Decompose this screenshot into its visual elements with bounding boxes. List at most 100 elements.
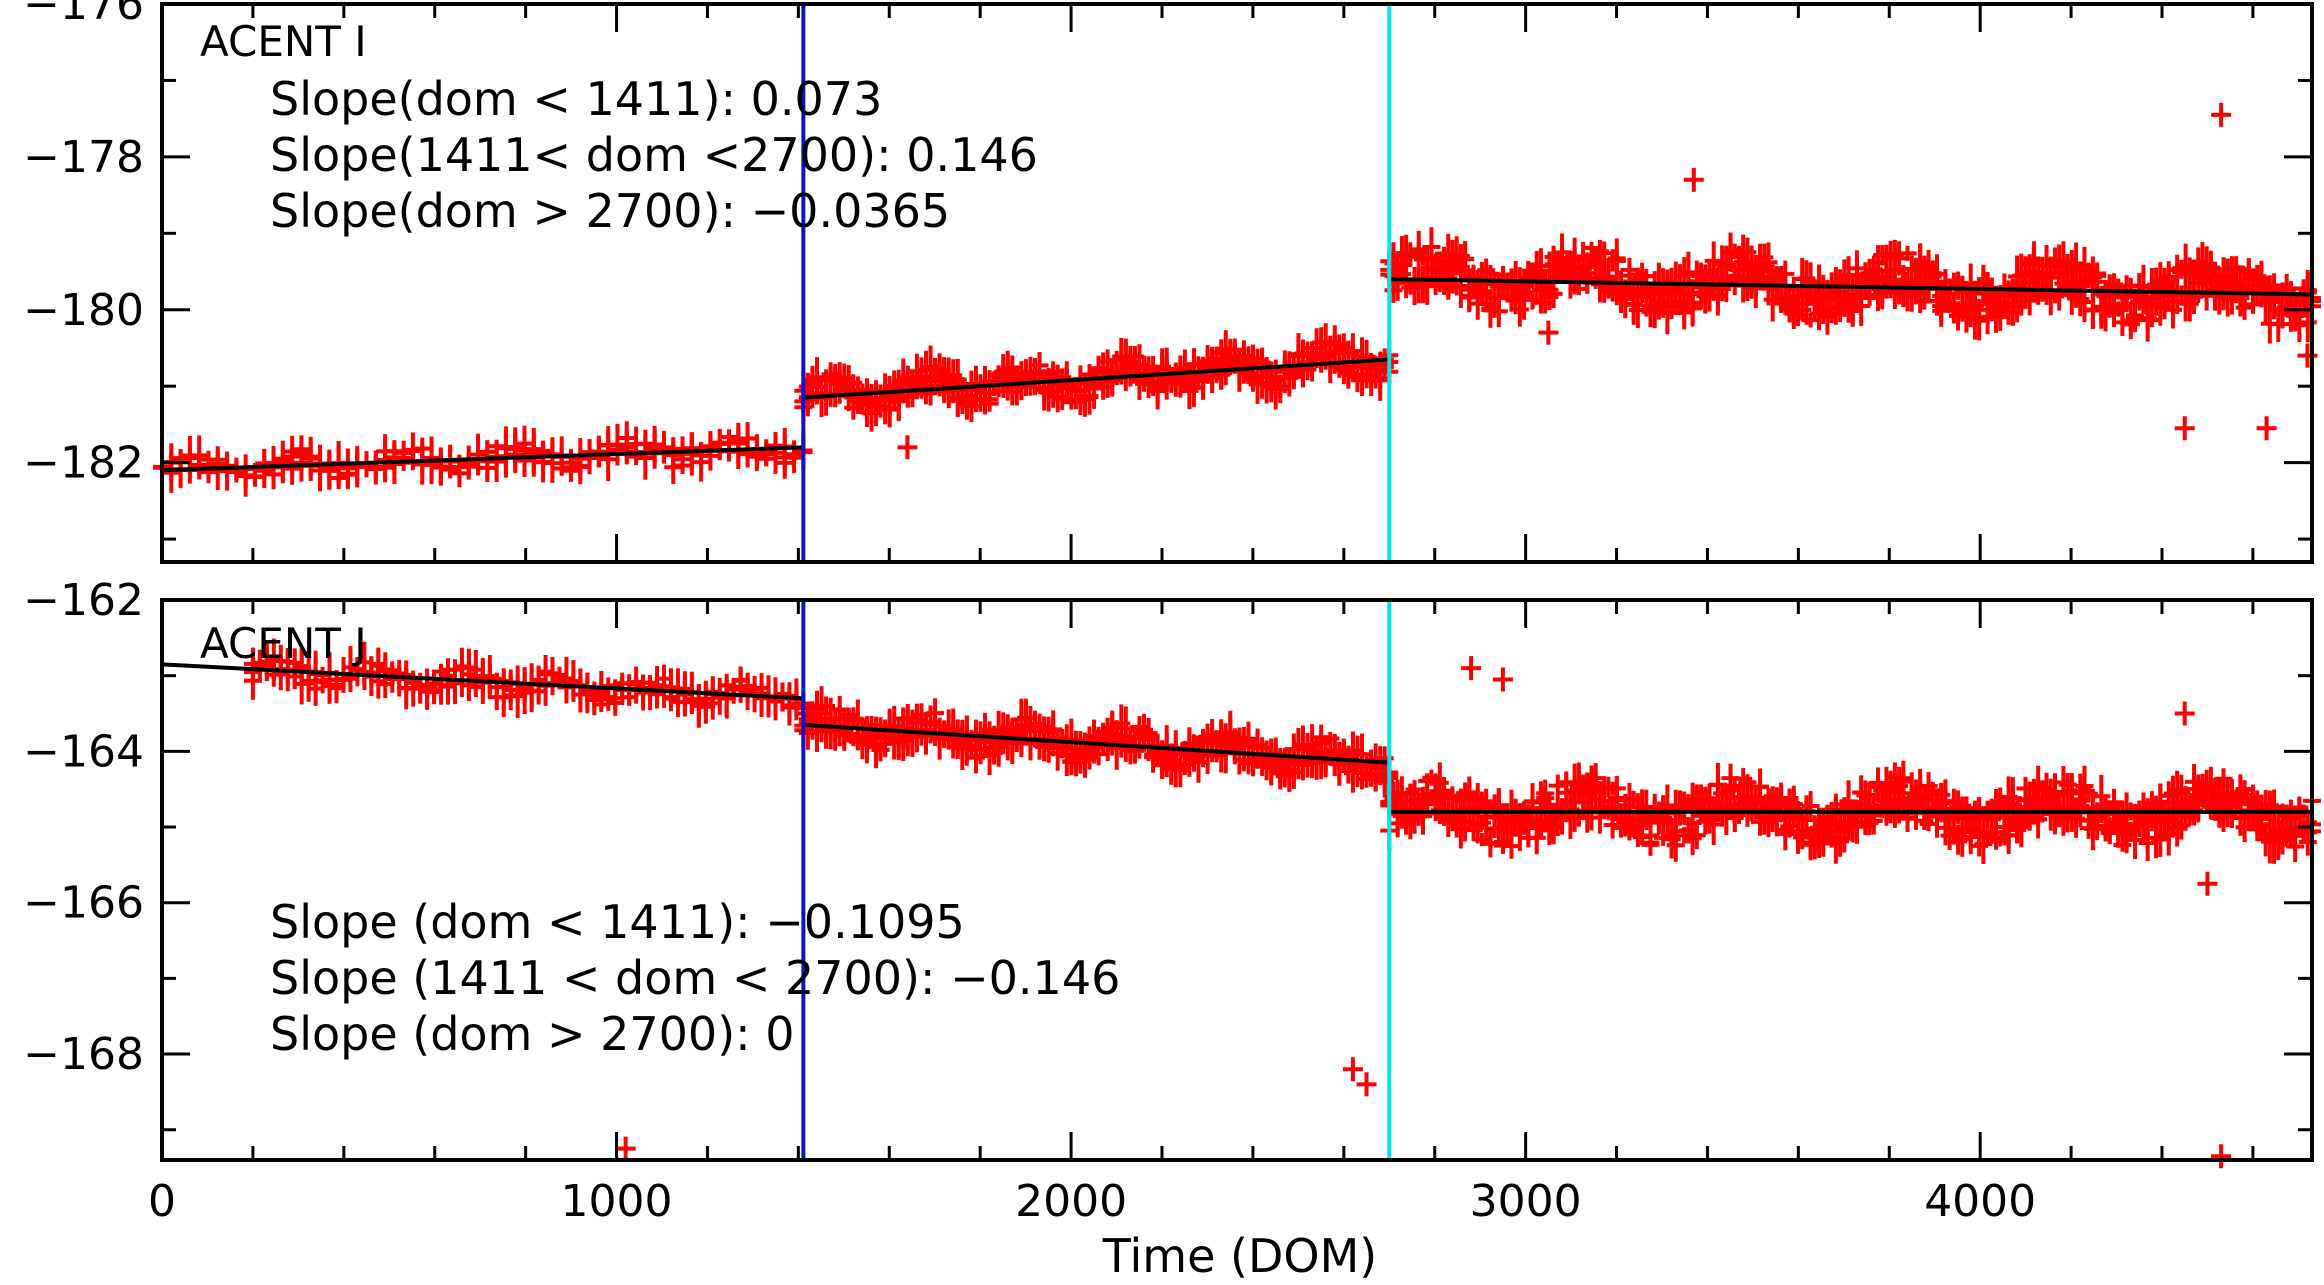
fit-lines [161,662,2312,814]
data-point [320,454,339,481]
data-point [1885,239,1904,272]
data-point [1751,773,1770,800]
data-point [292,435,311,464]
data-point [422,436,441,480]
y-tick-label: −166 [23,878,144,929]
data-point [441,461,460,478]
data-point [2176,243,2195,288]
annotation-line: Slope(1411< dom <2700): 0.146 [270,128,1038,182]
data-point [2088,262,2107,285]
x-tick-labels: 0 1000 2000 3000 4000 [148,1176,2036,1227]
fit-line [161,662,804,701]
data-point [897,435,918,460]
y-tick-label: −164 [23,726,144,777]
fit-line [1389,277,2313,297]
data-point [1439,802,1458,838]
x-tick-label: 4000 [1924,1176,2036,1227]
data-point [980,395,999,412]
data-point [376,440,395,480]
plot-frame [160,2,2314,564]
panel-title: ACENT J [200,619,367,668]
data-point [1637,268,1656,284]
data-point [1538,320,1559,345]
y-tick-label: −162 [23,575,144,626]
data-point [926,698,945,729]
fit-line [803,722,1390,765]
data-point [227,459,246,480]
x-axis-title: Time (DOM) [1102,1229,1377,1283]
y-tick-label: −182 [23,438,144,489]
data-point [190,452,209,478]
data-point [1898,245,1917,261]
annotation-line: Slope(dom > 2700): −0.0365 [270,184,950,238]
data-markers [153,102,2321,497]
axis-ticks [160,2,2312,562]
data-point [1683,167,1704,192]
data-point [2174,701,2195,726]
data-point [617,432,636,461]
data-point [1890,241,1909,276]
data-point [2211,1144,2232,1169]
data-point [1986,814,2005,850]
data-point [431,452,450,482]
data-point [2265,789,2284,825]
data-point [561,459,580,482]
data-point [2075,282,2094,323]
data-point [515,443,534,477]
x-tick-label: 2000 [1015,1176,1127,1227]
data-point [1818,298,1837,335]
data-point [1356,1072,1377,1097]
data-point [1708,770,1727,801]
data-point [1409,230,1428,268]
data-point [2256,416,2277,441]
data-point [2277,273,2296,304]
annotation-line: Slope (dom < 1411): −0.1095 [270,895,965,949]
data-point [2174,416,2195,441]
data-point [1759,242,1778,282]
y-tick-label: −176 [23,0,144,30]
fit-line [161,445,804,473]
slope-annotations: Slope (dom < 1411): −0.1095 Slope (1411 … [270,895,1120,1061]
x-tick-label: 1000 [561,1176,673,1227]
data-point [2151,821,2170,858]
data-point [2126,298,2145,333]
fit-line [803,357,1390,400]
x-tick-label: 0 [148,1176,176,1227]
data-point [608,436,627,464]
data-point [1683,286,1702,324]
y-tick-labels: −168 −166 −164 −162 [23,575,144,1080]
data-point [1801,790,1820,821]
data-point [1687,821,1706,850]
y-tick-label: −168 [23,1029,144,1080]
data-point [180,446,199,471]
y-tick-label: −180 [23,285,144,336]
panel-acent-j: −168 −166 −164 −162 0 1000 2000 3000 4000 ACENT… [23,575,2321,1227]
panel-acent-i: −182 −180 −178 −176 ACENT I Slope(dom < 141… [23,0,2321,564]
data-point [1502,833,1521,859]
annotation-line: Slope (1411 < dom < 2700): −0.146 [270,951,1120,1005]
data-point [757,451,776,466]
data-point [636,436,655,480]
data-point [673,452,692,467]
data-point [2197,871,2218,896]
axis-ticks [160,598,2312,1160]
y-tick-labels: −182 −180 −178 −176 [23,0,144,489]
fit-lines [161,277,2313,473]
data-point [245,465,264,487]
annotation-line: Slope(dom < 1411): 0.073 [270,72,882,126]
data-point [1461,656,1482,681]
data-point [1961,819,1980,855]
slope-annotations: Slope(dom < 1411): 0.073 Slope(1411< dom… [270,72,1038,238]
annotation-line: Slope (dom > 2700): 0 [270,1007,795,1061]
boundary-lines [801,600,1392,1160]
data-point [1894,770,1913,793]
data-point [524,432,543,474]
data-point [785,440,804,468]
data-point [2211,102,2232,127]
data-point [1847,257,1866,297]
data-point [487,441,506,483]
data-point [403,439,422,463]
data-point [1860,290,1879,306]
data-point [720,429,739,445]
boundary-lines [801,4,1392,562]
